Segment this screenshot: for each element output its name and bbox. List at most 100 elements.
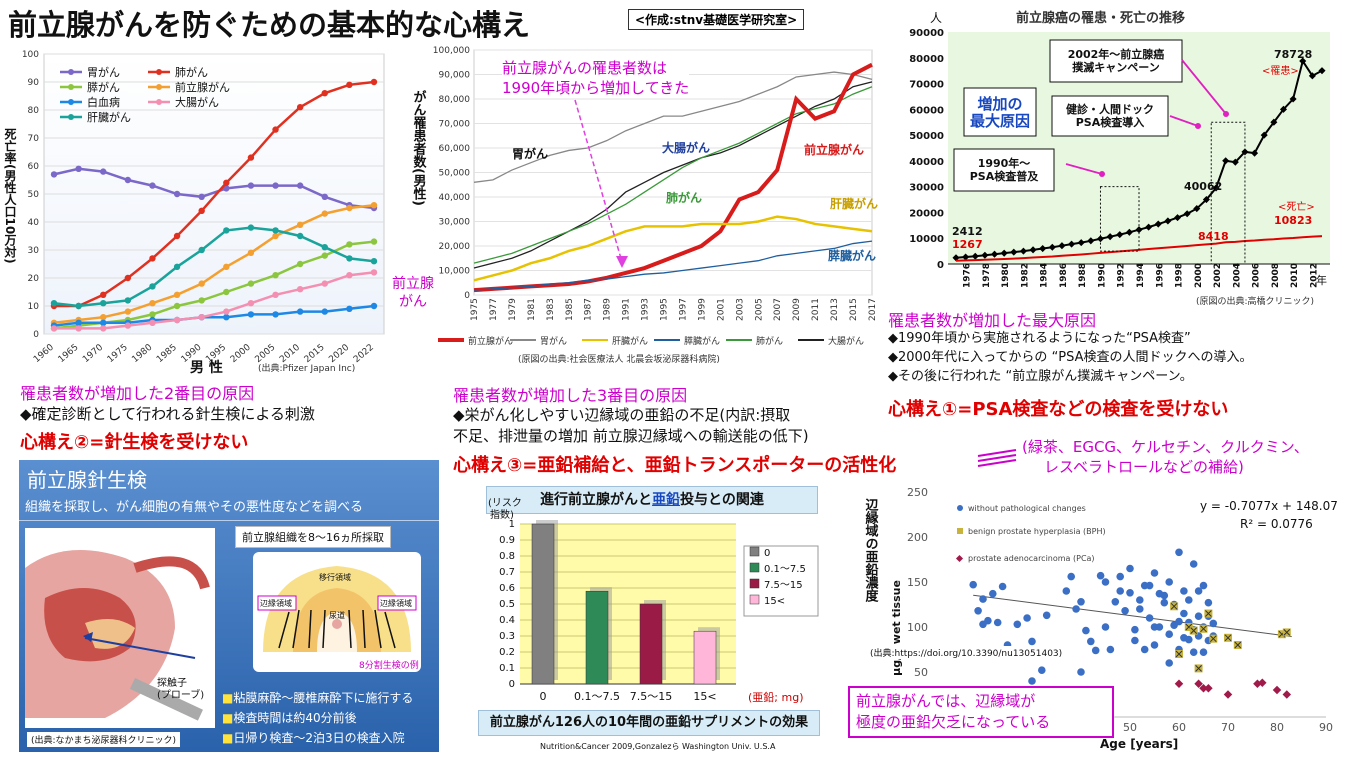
mortality-series-line <box>54 80 375 308</box>
mortality-x-tick: 2010 <box>278 342 302 365</box>
mortality-point <box>124 308 132 315</box>
biopsy-subtitle: 組織を採取し、がん細胞の有無やその悪性度などを調べる <box>25 500 364 515</box>
trend-point <box>1106 233 1114 241</box>
max-cause-line1: 増加の <box>977 95 1022 113</box>
mortality-point <box>346 241 353 248</box>
campaign-line2: 撲滅キャンペーン <box>1072 60 1159 74</box>
trend-y-tick: 70000 <box>909 80 944 91</box>
zinc-y-tick: 0.3 <box>499 631 515 642</box>
mortality-point <box>370 78 378 86</box>
trend-x-tick: 2002 <box>1213 263 1223 288</box>
scatter-point-normal <box>1121 607 1129 615</box>
incidence-x-tick: 1979 <box>508 298 518 321</box>
incidence-x-tick: 1991 <box>622 298 632 321</box>
mortality-point <box>124 274 132 282</box>
mortality-x-tick: 2015 <box>303 343 327 365</box>
zinc-y-tick: 0.8 <box>499 551 515 562</box>
trend-value-label: 8418 <box>1198 230 1229 243</box>
mortality-point <box>124 322 132 329</box>
incidence-x-tick: 2009 <box>792 298 802 321</box>
trend-arrow-head <box>1099 171 1105 177</box>
mortality-point <box>272 182 279 189</box>
zone-diagram <box>253 552 421 672</box>
mortality-point <box>321 308 328 315</box>
campaign-box <box>1049 39 1183 83</box>
scatter-point-normal <box>1131 625 1139 634</box>
trend-value-label: 78728 <box>1274 48 1312 61</box>
scatter-y-label-en: μg/g wet tissue <box>890 580 903 676</box>
incidence-series-label: 大腸がん <box>662 140 710 155</box>
zinc-y-label-1: (リスク <box>488 497 522 509</box>
trend-x-tick: 1988 <box>1078 263 1088 288</box>
supplement-note: (緑茶、EGCG、ケルセチン、クルクミン、 レスベラトロールなどの補給) <box>1022 438 1309 476</box>
sample-tag: 前立腺組織を8〜16ヵ所採取 <box>235 526 391 548</box>
mortality-point <box>198 314 205 321</box>
trend-x-tick: 1992 <box>1117 263 1127 288</box>
mortality-point <box>370 258 378 265</box>
mortality-legend-marker <box>68 84 74 90</box>
mortality-legend-marker <box>68 99 74 105</box>
trend-y-tick: 20000 <box>909 208 944 219</box>
zinc-legend-swatch <box>749 594 760 605</box>
scatter-point-bph-mark <box>1175 650 1183 658</box>
trend-point <box>1010 248 1018 256</box>
scatter-point-normal <box>1077 598 1085 606</box>
trend-x-tick: 2004 <box>1232 263 1242 288</box>
scatter-x-tick: 70 <box>1221 721 1235 734</box>
mortality-x-tick: 1970 <box>81 342 105 365</box>
mortality-point <box>100 300 107 307</box>
anatomy-illustration <box>25 528 215 728</box>
scatter-point-pca <box>1223 690 1233 699</box>
scatter-point-normal <box>1185 635 1193 644</box>
scatter-point-normal <box>998 582 1007 591</box>
mortality-y-tick: 100 <box>22 50 39 60</box>
section-left-rule: 心構え②=針生検を受けない <box>20 432 249 453</box>
mortality-point <box>124 297 132 304</box>
zinc-y-tick: 0.4 <box>499 615 515 626</box>
zinc-y-tick: 0.7 <box>499 567 515 578</box>
incidence-legend-label: 肺がん <box>756 335 783 347</box>
scatter-point-normal <box>1175 617 1183 626</box>
scatter-point-normal <box>1189 560 1198 568</box>
trend-point <box>1183 210 1191 218</box>
mortality-legend-label: 前立腺がん <box>175 80 230 94</box>
scatter-point-normal <box>1199 648 1208 656</box>
section-mid-bullet-2: 不足、排泄量の増加 前立腺辺縁域への輸送能の低下) <box>453 427 809 445</box>
probe-label: 探触子 (プローブ) <box>157 678 205 701</box>
zinc-y-tick: 0 <box>509 679 515 690</box>
mortality-series-line <box>53 203 375 325</box>
mortality-y-tick: 10 <box>28 302 40 312</box>
trend-x-tick: 1994 <box>1136 263 1146 288</box>
zinc-y-tick: 0.6 <box>499 583 515 594</box>
mortality-point <box>223 263 230 270</box>
scatter-point-normal <box>1165 630 1173 638</box>
mortality-point <box>247 249 255 256</box>
scatter-legend-marker <box>957 505 963 511</box>
scatter-point-normal <box>1116 587 1124 595</box>
scatter-point-normal <box>1116 572 1124 581</box>
scatter-point-normal <box>1136 596 1144 604</box>
mortality-y-tick: 80 <box>28 106 40 116</box>
mortality-point <box>149 283 156 290</box>
mortality-x-tick: 2020 <box>327 342 351 365</box>
scatter-y-tick: 50 <box>914 666 928 679</box>
psa1990-box <box>953 148 1055 192</box>
mortality-point <box>296 182 304 189</box>
mortality-point <box>75 165 82 172</box>
section-right-rule: 心構え①=PSA検査などの検査を受けない <box>888 399 1229 420</box>
mortality-point <box>247 224 255 231</box>
scatter-point-normal <box>1140 645 1149 654</box>
scatter-point-normal <box>1160 598 1169 607</box>
scatter-point-normal <box>1082 626 1090 635</box>
mortality-point <box>370 238 378 245</box>
trend-x-tick: 1976 <box>963 263 973 288</box>
mortality-legend-label: 胃がん <box>87 65 120 79</box>
equals-arrow-icon <box>977 449 1017 467</box>
scatter-point-normal <box>1131 636 1139 645</box>
mortality-point <box>346 81 353 88</box>
scatter-point-normal <box>989 589 997 598</box>
scatter-x-tick: 60 <box>1172 721 1186 734</box>
section-right-bullets: ◆1990年頃から実施されるようになった“PSA検査” ◆2000年代に入ってか… <box>888 331 1253 384</box>
mortality-point <box>321 210 328 217</box>
